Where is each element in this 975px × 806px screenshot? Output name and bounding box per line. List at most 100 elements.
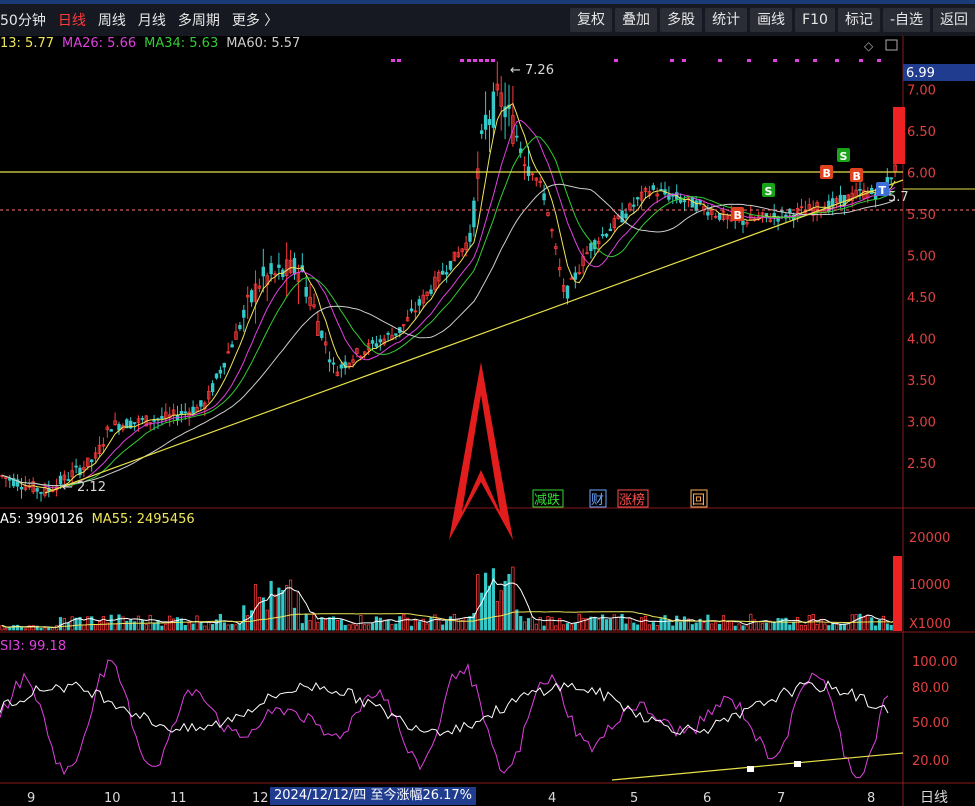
candle	[226, 342, 230, 354]
trade-signal-badge[interactable]: S	[762, 183, 775, 198]
price-axis-label: 5.00	[907, 250, 936, 265]
candle	[702, 200, 706, 216]
candle	[643, 186, 648, 199]
trade-signal-badge[interactable]: T	[876, 182, 889, 197]
trade-signal-badge[interactable]: S	[837, 148, 850, 163]
volume-bar	[737, 623, 741, 631]
toolbar-button-6[interactable]: 标记	[837, 8, 880, 32]
candle	[335, 365, 340, 377]
volume-bar	[281, 589, 285, 631]
volume-bar	[335, 620, 340, 631]
volume-bar	[312, 614, 316, 631]
period-tab-2[interactable]: 周线	[97, 13, 126, 29]
volume-bar	[565, 623, 570, 631]
volume-bar	[58, 617, 63, 631]
volume-bar	[499, 590, 503, 631]
volume-bar	[655, 625, 659, 631]
candle	[245, 286, 250, 319]
candle	[58, 471, 63, 489]
toolbar-button-3[interactable]: 统计	[705, 8, 748, 32]
volume-bar	[144, 624, 148, 631]
candle	[101, 437, 106, 454]
event-marker-dot	[670, 59, 674, 62]
candle	[214, 373, 219, 380]
volume-bar	[210, 624, 215, 631]
period-tab-0[interactable]: 50分钟	[0, 13, 46, 29]
volume-bar	[191, 623, 195, 631]
volume-bar	[671, 625, 675, 631]
period-tab-4[interactable]: 多周期	[177, 13, 220, 29]
trade-signal-badge[interactable]: B	[731, 207, 744, 222]
toolbar-button-0[interactable]: 复权	[570, 8, 613, 32]
volume-bar	[413, 619, 418, 631]
volume-bar	[581, 617, 585, 631]
volume-bar	[269, 580, 273, 631]
period-tab-5[interactable]: 更多 〉	[231, 13, 279, 29]
event-tag[interactable]: 减跌	[532, 489, 564, 508]
diamond-icon[interactable]: ◇	[864, 39, 874, 53]
event-tag[interactable]: 涨榜	[617, 489, 649, 508]
toolbar-button-7[interactable]: -自选	[882, 8, 930, 32]
volume-bar	[70, 616, 74, 631]
volume-bar	[815, 623, 819, 631]
x-axis-label: 12	[252, 791, 269, 806]
candle	[191, 400, 195, 416]
volume-bar	[667, 620, 671, 631]
period-tab-1[interactable]: 日线	[57, 13, 86, 29]
candle	[66, 472, 70, 482]
event-tag[interactable]: 财	[589, 489, 607, 508]
volume-bar	[238, 623, 242, 631]
volume-bar	[741, 625, 745, 631]
candle	[448, 260, 453, 272]
trade-signal-badge[interactable]: B	[850, 168, 863, 183]
candle	[503, 82, 507, 140]
volume-bar	[195, 615, 199, 631]
toolbar-button-1[interactable]: 叠加	[615, 8, 658, 32]
ascending-trendline[interactable]	[44, 179, 904, 494]
trade-signal-badge[interactable]: B	[820, 165, 833, 180]
volume-bar	[140, 619, 144, 631]
indicator-trendline[interactable]	[611, 752, 904, 781]
ma-legend-item-1: MA26: 5.66	[62, 36, 137, 51]
volume-axis-label: X1000	[909, 617, 951, 632]
candle	[74, 458, 78, 474]
toolbar-button-2[interactable]: 多股	[660, 8, 703, 32]
volume-bar	[90, 616, 94, 631]
volume-bar	[97, 621, 102, 631]
volume-bar	[788, 624, 792, 631]
volume-bar	[74, 617, 78, 631]
candle	[444, 265, 449, 283]
candle	[238, 322, 242, 331]
candle	[639, 185, 644, 210]
indicator-fast-line	[0, 659, 889, 779]
volume-bar	[261, 597, 265, 631]
event-tag[interactable]: 回	[690, 489, 708, 508]
candle	[0, 474, 4, 479]
volume-bar	[663, 615, 667, 631]
volume-bar	[831, 623, 835, 631]
svg-text:B: B	[823, 167, 831, 180]
volume-bar	[612, 614, 616, 631]
volume-bar	[725, 620, 730, 631]
toolbar-button-5[interactable]: F10	[795, 8, 835, 32]
volume-bar	[444, 620, 449, 631]
volume-ma55-line	[1, 611, 896, 628]
panel-toggle-icon[interactable]	[885, 39, 898, 51]
svg-text:减跌: 减跌	[534, 492, 560, 508]
candle	[522, 156, 527, 180]
volume-bar	[327, 617, 332, 631]
toolbar-button-4[interactable]: 画线	[750, 8, 793, 32]
volume-bar	[647, 624, 652, 631]
volume-bar	[866, 614, 870, 631]
volume-bar	[538, 617, 542, 631]
volume-bar	[616, 616, 620, 631]
period-tab-3[interactable]: 月线	[137, 13, 166, 29]
volume-bar	[534, 623, 538, 631]
ma-legend-item-3: MA60: 5.57	[226, 36, 301, 51]
volume-bar	[441, 624, 445, 631]
event-marker-dot	[747, 59, 751, 62]
volume-bar	[862, 616, 866, 631]
volume-bar	[803, 625, 808, 631]
toolbar-button-8[interactable]: 返回	[933, 8, 975, 32]
